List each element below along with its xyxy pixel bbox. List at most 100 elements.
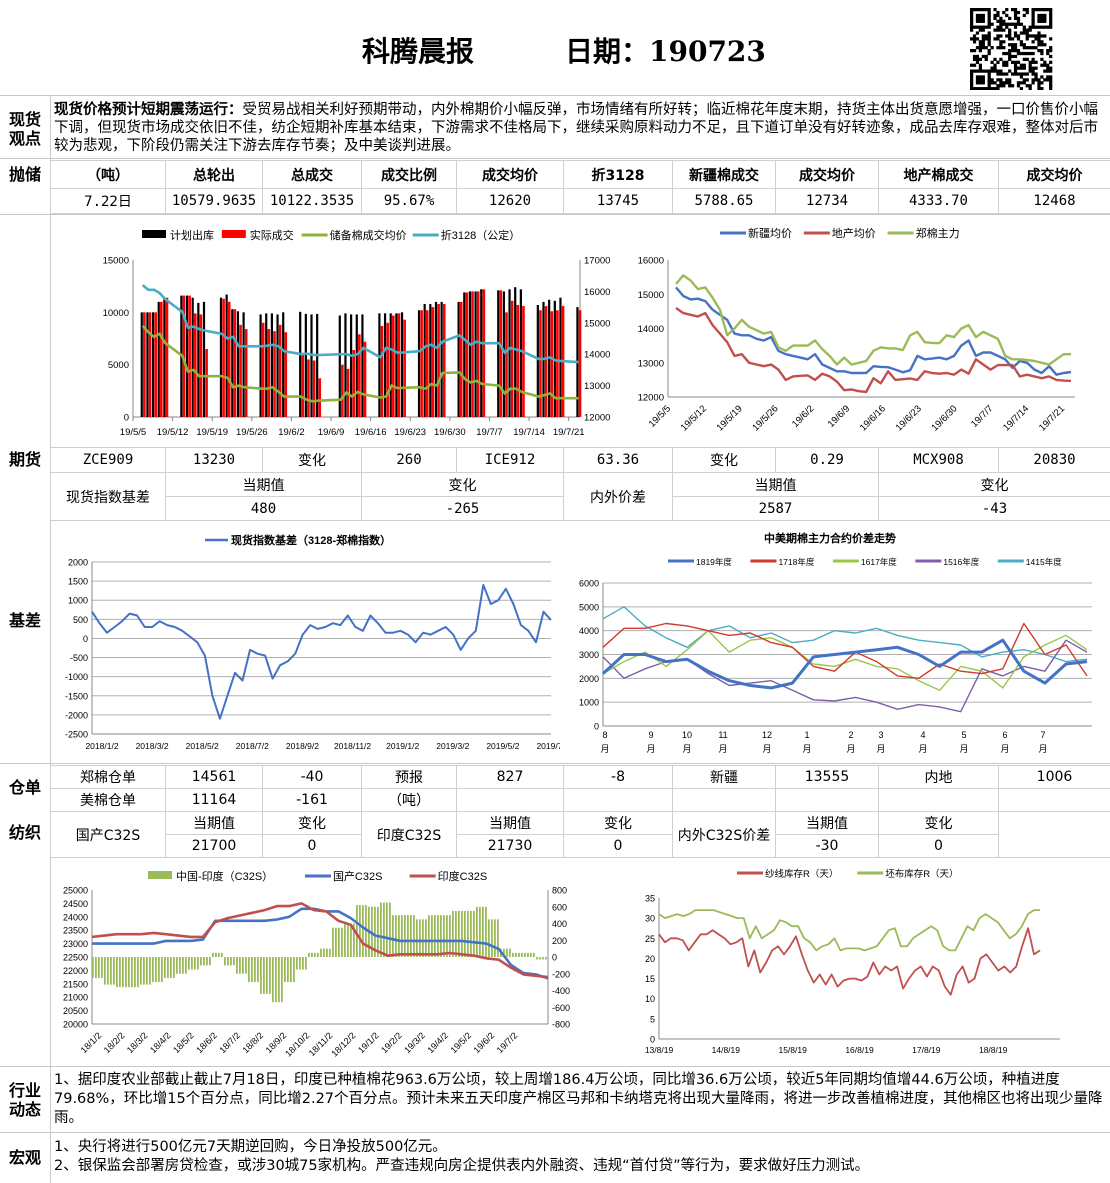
bar-planned xyxy=(417,310,421,417)
x-tick-label: 月 xyxy=(646,744,655,754)
futures-table: ZCE909 13230 变化 260 ICE912 63.36 变化 0.29 MCX908 2… xyxy=(50,447,1110,521)
bar-planned xyxy=(480,289,483,417)
bar-actual xyxy=(318,378,322,417)
bar-actual xyxy=(182,295,186,417)
bar-diff xyxy=(140,957,142,985)
bar-actual xyxy=(392,315,395,417)
x-tick-label: 19/5/19 xyxy=(715,403,745,433)
warehouse-textile-table: 郑棉仓单 14561 -40 预报 827 -8 新疆 13555 内地 1006 美棉仓单 111… xyxy=(50,765,1110,858)
bar-diff xyxy=(206,957,208,966)
x-tick-label: 3 xyxy=(878,730,883,740)
bar-planned xyxy=(276,314,279,417)
warehouse-cell: 内地 xyxy=(878,765,999,789)
bar-diff xyxy=(230,957,232,966)
bar-actual xyxy=(233,309,237,417)
bar-diff xyxy=(194,957,196,970)
bar-planned xyxy=(219,297,223,417)
x-tick-label: 19/6/16 xyxy=(858,403,888,433)
bar-actual xyxy=(403,319,406,417)
x-tick-label: 18/6/2 xyxy=(194,1030,219,1055)
bar-planned xyxy=(440,301,443,417)
bar-planned xyxy=(423,303,426,417)
bar-diff xyxy=(419,919,421,957)
basis-chart: 现货指数基差（3128-郑棉指数） -2500 -2000 -1500 -1000 -50… xyxy=(65,533,560,751)
x-tick-label: 18/3/2 xyxy=(125,1030,150,1055)
bar-actual xyxy=(539,310,542,417)
macro-line: 2、银保监会部署房贷检查，或涉30城75家机构。严查违规向房企提供表内外融资、违… xyxy=(54,1158,870,1174)
auction-header: 折3128 xyxy=(563,160,673,189)
bar-diff xyxy=(380,902,382,957)
x-tick-label: 19/6/30 xyxy=(929,403,959,433)
bar-diff xyxy=(119,957,121,988)
bar-diff xyxy=(449,915,451,957)
bar-diff xyxy=(149,957,151,985)
y-tick-label: 3000 xyxy=(579,650,599,660)
bar-actual xyxy=(143,312,146,417)
y-tick-label: -500 xyxy=(70,653,88,663)
auction-chart: 计划出库 实际成交 储备棉成交均价 折3128（公定） 0 5000 10000 15000 1… xyxy=(103,228,611,438)
legend-label: 计划出库 xyxy=(170,228,214,242)
bar-diff xyxy=(299,957,301,970)
bar-actual xyxy=(261,322,265,417)
line-price_3128 xyxy=(141,284,579,364)
bar-diff xyxy=(296,957,298,970)
bar-diff xyxy=(470,910,472,957)
bar-diff xyxy=(506,948,508,957)
x-tick-label: 18/8/19 xyxy=(979,1045,1008,1055)
bar-diff xyxy=(323,948,325,957)
bar-diff xyxy=(503,948,505,957)
bar-diff xyxy=(317,952,319,957)
bar-diff xyxy=(311,952,313,957)
bar-planned xyxy=(519,289,522,417)
x-tick-label: 4 xyxy=(920,730,925,740)
bar-diff xyxy=(443,915,445,957)
x-tick-label: 18/12/2 xyxy=(329,1030,357,1058)
bar-actual xyxy=(273,331,276,417)
domestic-c32s-label: 国产C32S xyxy=(50,811,166,858)
y-tick-label: 13000 xyxy=(584,381,610,392)
futures-cell: 变化 xyxy=(672,447,776,473)
bar-planned xyxy=(559,297,562,417)
x-tick-label: 19/6/2 xyxy=(472,1030,497,1055)
y-tick-label: 24500 xyxy=(63,899,88,909)
x-tick-label: 19/7/21 xyxy=(1037,403,1067,433)
section-label-auction: 抛储 xyxy=(8,164,41,184)
y-tick-label: 6000 xyxy=(579,579,599,589)
macro-line: 1、央行将进行500亿元7天期逆回购，今日净投放500亿元。 xyxy=(54,1139,447,1155)
x-tick-label: 19/6/2 xyxy=(278,427,304,438)
bar-diff xyxy=(353,923,355,957)
bar-planned xyxy=(282,312,285,417)
y-tick-label: 16000 xyxy=(638,256,664,267)
bar-diff xyxy=(308,952,310,957)
bar-diff xyxy=(92,957,94,978)
bar-diff xyxy=(536,957,538,960)
bar-actual xyxy=(267,329,271,417)
bar-diff xyxy=(521,952,523,957)
x-tick-label: 10 xyxy=(682,730,692,740)
bar-diff xyxy=(101,957,103,978)
bar-actual xyxy=(380,325,384,417)
bar-diff xyxy=(98,957,100,978)
bar-planned xyxy=(429,303,432,417)
warehouse-cell: 827 xyxy=(456,765,564,789)
x-tick-label: 7 xyxy=(1040,730,1045,740)
bar-diff xyxy=(167,957,169,978)
bar-diff xyxy=(356,905,358,957)
bar-diff xyxy=(392,915,394,957)
bar-planned xyxy=(502,291,505,417)
bar-diff xyxy=(482,906,484,957)
bar-diff xyxy=(458,910,460,957)
bar-diff xyxy=(404,915,406,957)
bar-diff xyxy=(401,915,403,957)
bar-diff xyxy=(476,906,478,957)
bar-planned xyxy=(338,315,341,417)
futures-cell: 13230 xyxy=(165,447,263,473)
series-line xyxy=(602,606,1088,663)
bar-diff xyxy=(437,915,439,957)
warehouse-cell: -8 xyxy=(563,765,673,789)
bar-actual xyxy=(239,324,242,417)
y-tick-label: 17000 xyxy=(584,256,610,267)
india-c32s-current: 21730 xyxy=(456,834,564,858)
series-line xyxy=(658,927,1041,996)
legend-label: 1516年度 xyxy=(943,557,979,567)
